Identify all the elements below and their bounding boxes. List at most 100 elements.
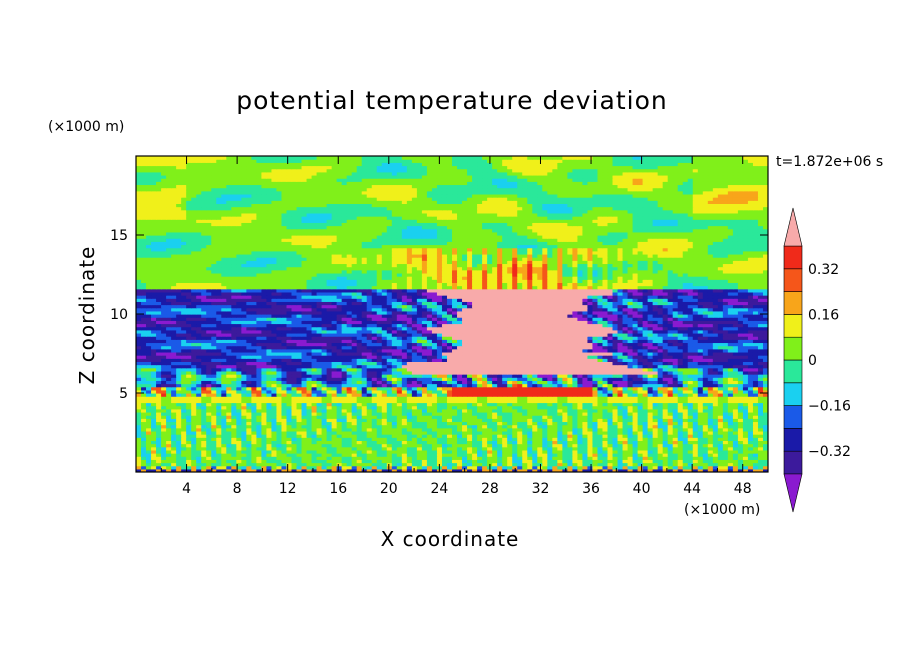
field-cell (441, 456, 448, 460)
field-cell (582, 374, 589, 378)
field-cell (662, 449, 669, 454)
field-cell (747, 364, 754, 369)
field-cell (607, 402, 614, 407)
field-cell (462, 453, 468, 457)
field-cell (216, 449, 222, 454)
field-cell (502, 351, 508, 356)
field-cell (301, 386, 308, 391)
field-cell (301, 383, 308, 388)
field-cell (371, 453, 378, 457)
field-cell (446, 434, 453, 438)
field-cell (562, 355, 568, 359)
field-cell (436, 437, 443, 441)
field-cell (737, 415, 744, 419)
field-cell (757, 418, 764, 423)
field-cell (396, 377, 403, 381)
field-cell (592, 370, 599, 375)
field-cell (762, 361, 768, 366)
field-cell (296, 443, 303, 448)
field-cell (747, 434, 754, 438)
field-cell (446, 421, 453, 426)
field-cell (517, 449, 523, 454)
field-cell (396, 396, 403, 400)
field-cell (762, 374, 768, 378)
field-cell (552, 355, 558, 359)
field-cell (281, 377, 288, 381)
field-cell (497, 396, 503, 400)
field-cell (356, 411, 363, 416)
field-cell (351, 459, 358, 464)
field-cell (166, 453, 172, 457)
field-cell (396, 434, 403, 438)
field-cell (452, 434, 458, 438)
field-cell (682, 449, 689, 454)
field-cell (577, 358, 584, 362)
field-cell (532, 411, 538, 416)
field-cell (732, 424, 739, 429)
field-cell (757, 355, 764, 359)
field-cell (301, 351, 308, 356)
field-cell (181, 370, 187, 375)
field-cell (522, 348, 528, 353)
field-cell (602, 465, 609, 470)
field-cell (136, 389, 142, 394)
field-cell (321, 411, 328, 416)
field-cell (542, 446, 548, 451)
field-cell (231, 421, 237, 426)
field-cell (662, 396, 669, 400)
field-cell (482, 351, 488, 356)
field-cell (301, 348, 308, 353)
field-cell (662, 440, 669, 445)
field-cell (662, 424, 669, 429)
field-cell (472, 465, 478, 470)
field-cell (416, 402, 423, 407)
field-cell (286, 345, 293, 350)
field-cell (457, 440, 463, 445)
field-cell (557, 449, 563, 454)
field-cell (632, 440, 639, 445)
field-cell (266, 459, 273, 464)
field-cell (517, 468, 523, 472)
field-cell (757, 374, 764, 378)
field-cell (331, 386, 338, 391)
field-cell (416, 427, 423, 432)
field-cell (176, 370, 182, 375)
field-cell (321, 437, 328, 441)
field-cell (537, 386, 543, 391)
field-cell (672, 358, 679, 362)
field-cell (166, 443, 172, 448)
field-cell (682, 453, 689, 457)
field-cell (341, 374, 348, 378)
field-cell (627, 453, 634, 457)
field-cell (341, 427, 348, 432)
field-cell (246, 355, 252, 359)
field-cell (231, 396, 237, 400)
field-cell (502, 462, 508, 467)
field-cell (266, 393, 273, 397)
field-cell (507, 370, 513, 375)
field-cell (492, 468, 498, 472)
field-cell (627, 408, 634, 413)
field-cell (512, 427, 518, 432)
field-cell (662, 364, 669, 369)
field-cell (482, 389, 488, 394)
field-cell (477, 453, 483, 457)
field-cell (276, 418, 283, 423)
field-cell (351, 411, 358, 416)
field-cell (306, 396, 313, 400)
field-cell (602, 399, 609, 404)
field-cell (457, 345, 463, 350)
field-cell (492, 465, 498, 470)
field-cell (426, 408, 433, 413)
field-cell (727, 440, 734, 445)
field-cell (206, 440, 212, 445)
field-cell (421, 358, 428, 362)
field-cell (376, 411, 383, 416)
field-cell (592, 421, 599, 426)
field-cell (436, 361, 443, 366)
field-cell (762, 415, 768, 419)
field-cell (512, 396, 518, 400)
field-cell (632, 383, 639, 388)
field-cell (136, 446, 142, 451)
field-cell (762, 396, 768, 400)
